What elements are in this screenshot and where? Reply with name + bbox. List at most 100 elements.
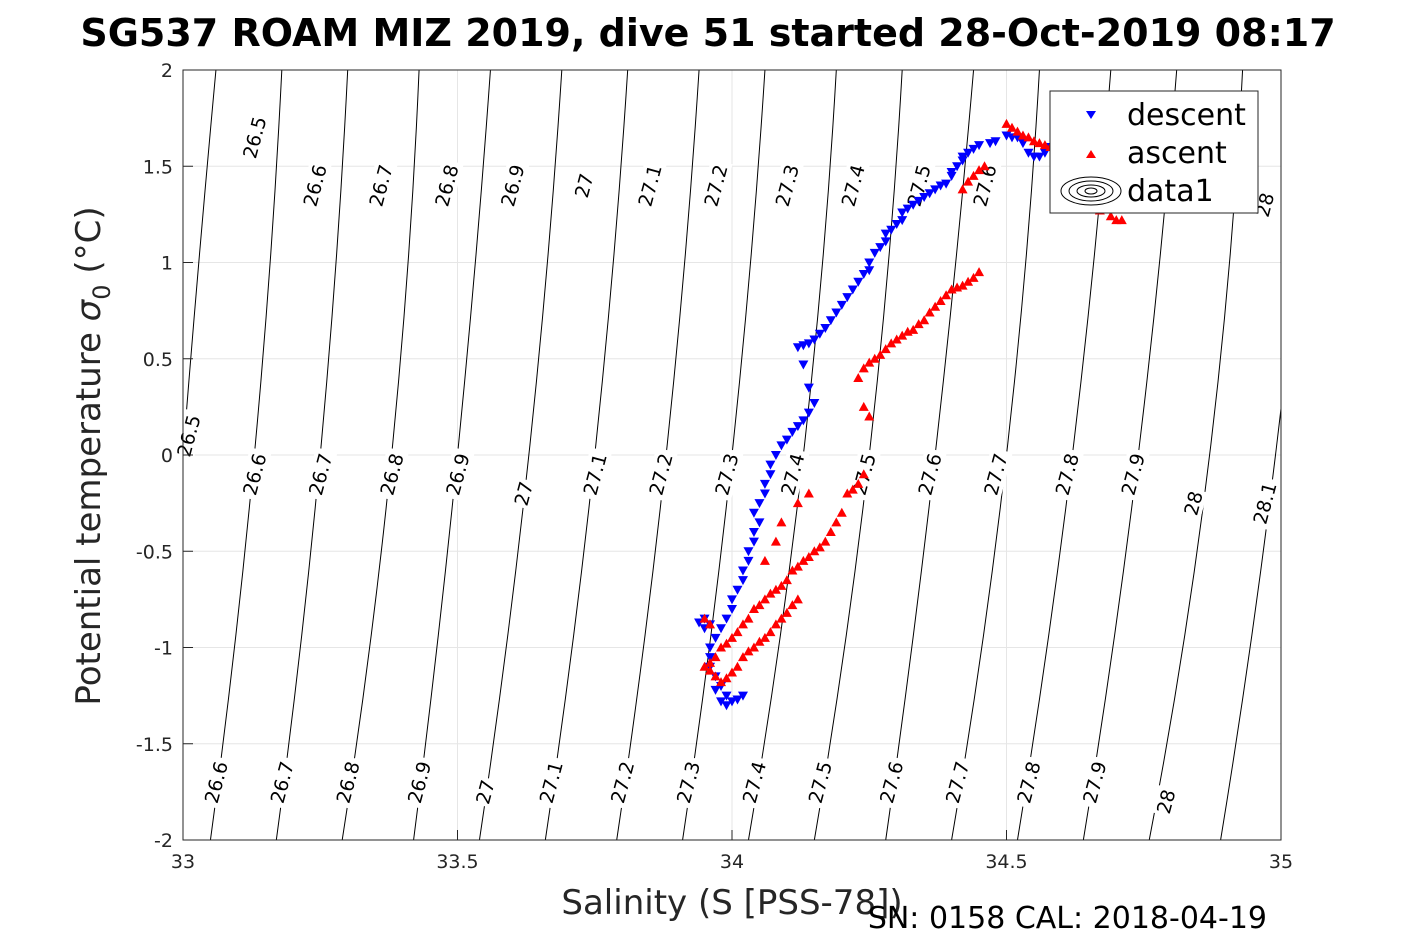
descent-point [858, 270, 869, 280]
legend-descent-marker [1086, 111, 1096, 119]
ascent-point [792, 498, 803, 508]
descent-point [974, 141, 985, 151]
descent-point [820, 323, 831, 333]
ascent-point [732, 627, 743, 637]
descent-point [765, 460, 776, 470]
descent-point [792, 343, 803, 353]
ascent-point [737, 652, 748, 662]
ascent-point [814, 542, 825, 552]
contour-28.1 [1220, 404, 1281, 840]
descent-point [864, 266, 875, 276]
y-tick-label: 0.5 [143, 349, 173, 371]
svg-text:26.7: 26.7 [366, 162, 398, 209]
descent-point [787, 427, 798, 437]
descent-point [891, 220, 902, 229]
ascent-point [765, 588, 776, 598]
ascent-point [721, 638, 732, 648]
ascent-point [809, 546, 820, 556]
ascent-point [908, 324, 919, 334]
ascent-point [913, 319, 924, 329]
ascent-point [886, 338, 897, 348]
descent-point [705, 653, 716, 663]
descent-point [946, 171, 957, 181]
ascent-point [820, 536, 831, 546]
ascent-point [743, 646, 754, 656]
svg-text:28.1: 28.1 [1249, 480, 1281, 527]
ascent-point [875, 349, 886, 359]
contour-label: 27.1 [533, 755, 568, 810]
ascent-point [803, 488, 814, 498]
ascent-point [864, 411, 875, 421]
descent-point [743, 547, 754, 557]
svg-text:26.8: 26.8 [431, 162, 463, 209]
ascent-point [1017, 130, 1028, 140]
descent-point [880, 229, 891, 239]
descent-point [842, 293, 853, 303]
contour-label: 27.5 [802, 755, 837, 810]
svg-text:27.8: 27.8 [1013, 759, 1045, 806]
svg-text:26.7: 26.7 [305, 451, 337, 498]
ascent-point [1116, 215, 1127, 225]
ascent-point [710, 671, 721, 681]
ascent-point [759, 632, 770, 642]
descent-point [721, 691, 732, 701]
descent-point [880, 237, 891, 247]
descent-point [853, 277, 864, 287]
svg-text:26.9: 26.9 [442, 451, 474, 498]
ascent-point [699, 661, 710, 671]
descent-point [809, 335, 820, 345]
descent-point [776, 441, 787, 451]
y-tick-label: -0.5 [136, 541, 173, 563]
legend-box [1049, 90, 1259, 214]
descent-point [968, 144, 979, 154]
contour-label: 26.8 [330, 755, 365, 810]
svg-text:27.6: 27.6 [876, 759, 908, 806]
descent-point [765, 470, 776, 480]
ascent-point [770, 584, 781, 594]
ascent-point [979, 161, 990, 171]
ascent-point [935, 296, 946, 305]
ascent-point [699, 613, 710, 623]
y-axis-label: Potential temperature σ0 (°C) [69, 206, 116, 705]
ascent-point [705, 665, 716, 675]
descent-point [737, 691, 748, 701]
ascent-point [974, 165, 985, 175]
descent-point [792, 422, 803, 432]
ascent-point [759, 594, 770, 604]
ascent-point [781, 607, 792, 617]
ascent-point [792, 594, 803, 604]
ascent-point [902, 326, 913, 336]
y-axis-label-text: Potential temperature [69, 321, 109, 705]
ascent-point [748, 604, 759, 613]
ascent-point [858, 401, 869, 411]
descent-point [919, 193, 930, 203]
chart-title: SG537 ROAM MIZ 2019, dive 51 started 28-… [80, 11, 1335, 55]
y-tick-label: 1 [161, 253, 173, 275]
descent-point [710, 685, 721, 695]
ascent-point [705, 657, 716, 667]
contour-label: 26.9 [401, 755, 437, 810]
ascent-point [710, 652, 721, 662]
ascent-point [842, 488, 853, 498]
svg-text:26.8: 26.8 [333, 759, 365, 806]
descent-point [963, 148, 974, 158]
svg-text:27.9: 27.9 [1118, 451, 1150, 498]
svg-text:26.6: 26.6 [201, 759, 233, 806]
ascent-point [781, 575, 792, 585]
ascent-point [963, 176, 974, 186]
descent-point [809, 399, 820, 409]
ascent-point [864, 357, 875, 367]
ascent-point [727, 632, 737, 642]
ascent-point [858, 469, 869, 479]
descent-point [732, 695, 743, 705]
ascent-point [776, 517, 787, 527]
ascent-point [869, 353, 880, 363]
descent-point [705, 643, 716, 653]
contour-label: 28.1 [1247, 476, 1282, 531]
x-tick-label: 34.5 [985, 851, 1027, 873]
descent-point [754, 499, 765, 509]
descent-point [716, 697, 727, 707]
contour-label: 27.2 [605, 755, 640, 810]
svg-text:27.8: 27.8 [1052, 451, 1084, 498]
